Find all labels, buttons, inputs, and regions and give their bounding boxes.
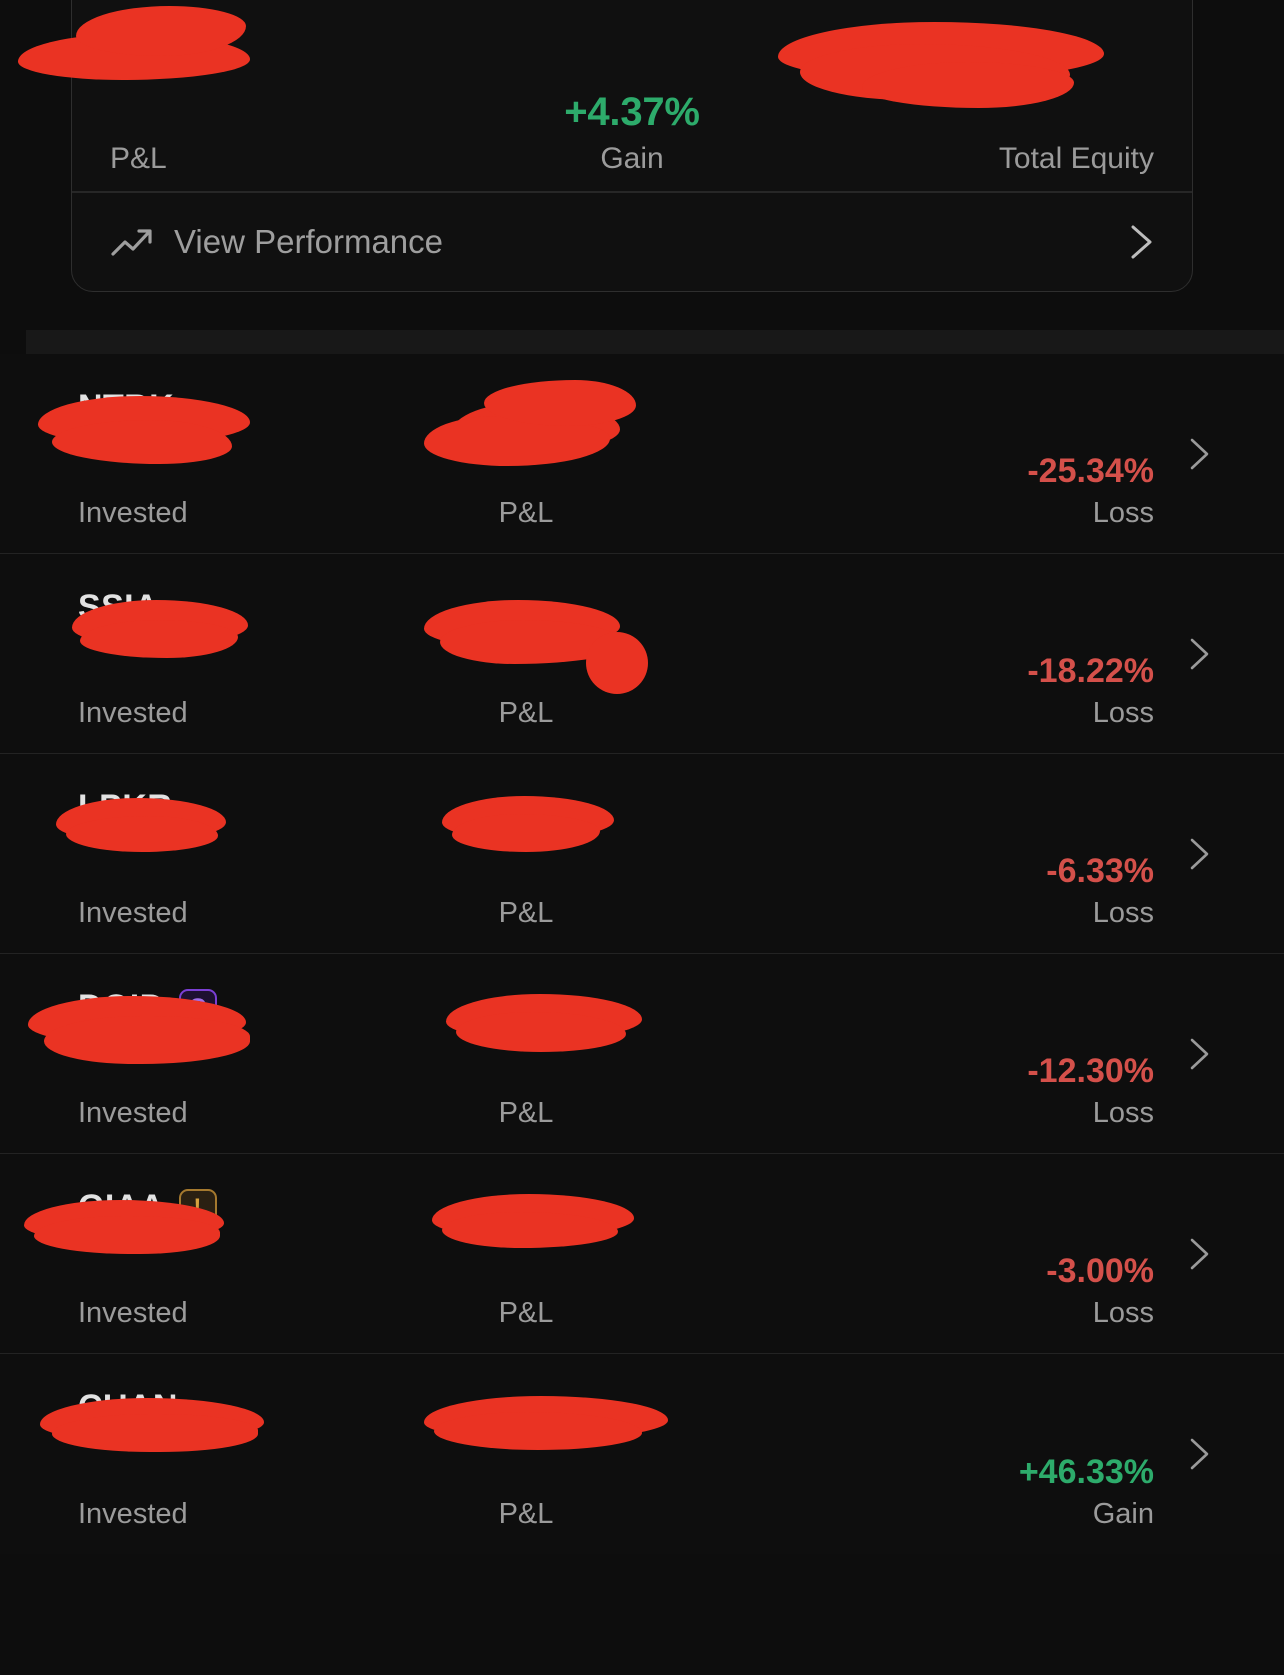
section-separator-band — [26, 330, 1284, 354]
invested-label: Invested — [78, 497, 188, 530]
redaction-mark — [586, 632, 648, 694]
redaction-mark — [452, 402, 620, 452]
holding-invested: Invested — [78, 1292, 188, 1331]
holding-invested: Invested — [78, 1493, 188, 1532]
ticker-symbol: LPKR — [78, 788, 173, 826]
redaction-mark — [484, 380, 636, 426]
invested-label: Invested — [78, 1097, 188, 1130]
holding-pnl: P&L — [436, 492, 616, 531]
view-performance-label: View Performance — [174, 223, 444, 260]
stat-gain: +4.37% Gain — [458, 89, 806, 191]
holding-performance: -6.33% Loss — [1046, 851, 1154, 931]
stat-pnl-label: P&L — [110, 142, 167, 175]
holdings-list: NTBK Invested P&L -25.34% Loss — [0, 354, 1284, 1554]
invested-label: Invested — [78, 1297, 188, 1330]
pnl-label: P&L — [498, 1297, 554, 1330]
table-row[interactable]: NTBK Invested P&L -25.34% Loss — [0, 354, 1284, 554]
view-performance-row[interactable]: View Performance — [72, 192, 1192, 292]
stat-gain-label: Gain — [600, 142, 664, 175]
holding-pnl: P&L — [436, 1292, 616, 1331]
invested-label: Invested — [78, 1498, 188, 1531]
holding-ticker: NTBK — [78, 388, 174, 427]
performance-value: -12.30% — [1027, 1052, 1154, 1091]
chevron-right-icon[interactable] — [1184, 634, 1214, 674]
holding-pnl: P&L — [436, 692, 616, 731]
portfolio-summary-card: P&L +4.37% Gain Total Equity View Perfor… — [71, 0, 1193, 292]
stat-pnl: P&L — [72, 135, 458, 191]
holding-ticker: LPKR — [78, 788, 172, 827]
chevron-right-icon — [1124, 220, 1158, 264]
card-divider — [72, 191, 1192, 193]
chevron-right-icon[interactable] — [1184, 1034, 1214, 1074]
redaction-mark — [446, 994, 642, 1040]
holding-ticker: GIAA ! — [78, 1188, 217, 1227]
chevron-right-icon[interactable] — [1184, 434, 1214, 474]
holding-performance: -3.00% Loss — [1046, 1251, 1154, 1331]
pnl-label: P&L — [498, 697, 554, 730]
holding-pnl: P&L — [436, 892, 616, 931]
performance-value: -18.22% — [1027, 652, 1154, 691]
performance-value: -6.33% — [1046, 852, 1154, 891]
chevron-right-icon[interactable] — [1184, 1434, 1214, 1474]
chevron-right-icon[interactable] — [1184, 834, 1214, 874]
invested-label: Invested — [78, 697, 188, 730]
table-row[interactable]: DOID C Invested P&L -12.30% Loss — [0, 954, 1284, 1154]
ticker-symbol: CUAN — [78, 1388, 178, 1426]
performance-label: Loss — [1092, 1097, 1154, 1130]
table-row[interactable]: LPKR Invested P&L -6.33% Loss — [0, 754, 1284, 954]
holding-performance: -12.30% Loss — [1027, 1051, 1154, 1131]
pnl-label: P&L — [498, 1498, 554, 1531]
performance-label: Loss — [1092, 897, 1154, 930]
redaction-mark — [432, 1194, 634, 1238]
holding-ticker: CUAN — [78, 1388, 178, 1427]
redaction-mark — [424, 416, 610, 466]
holding-pnl: P&L — [436, 1493, 616, 1532]
redaction-mark — [442, 1212, 618, 1248]
pnl-label: P&L — [498, 497, 554, 530]
holding-performance: -25.34% Loss — [1027, 451, 1154, 531]
holding-invested: Invested — [78, 692, 188, 731]
table-row[interactable]: GIAA ! Invested P&L -3.00% Loss — [0, 1154, 1284, 1354]
performance-label: Loss — [1092, 497, 1154, 530]
stat-total-equity: Total Equity — [806, 135, 1192, 191]
summary-stats-row: P&L +4.37% Gain Total Equity — [72, 0, 1192, 191]
chevron-right-icon[interactable] — [1184, 1234, 1214, 1274]
redaction-mark — [452, 814, 600, 852]
performance-value: -25.34% — [1027, 452, 1154, 491]
invested-label: Invested — [78, 897, 188, 930]
holding-ticker: DOID C — [78, 988, 217, 1027]
redaction-mark — [456, 1012, 626, 1052]
holding-performance: +46.33% Gain — [1019, 1452, 1154, 1532]
holding-invested: Invested — [78, 1092, 188, 1131]
performance-value: +46.33% — [1018, 1453, 1154, 1492]
table-row[interactable]: SSIA Invested P&L -18.22% Loss — [0, 554, 1284, 754]
holding-invested: Invested — [78, 892, 188, 931]
holding-pnl: P&L — [436, 1092, 616, 1131]
pnl-label: P&L — [498, 897, 554, 930]
cash-market-badge: C — [178, 988, 217, 1027]
redaction-mark — [424, 1396, 668, 1440]
redaction-mark — [434, 1412, 642, 1450]
holding-ticker: SSIA — [78, 588, 159, 627]
stat-gain-value: +4.37% — [564, 90, 700, 134]
table-row[interactable]: CUAN Invested P&L +46.33% Gain — [0, 1354, 1284, 1554]
performance-label: Loss — [1092, 1297, 1154, 1330]
performance-label: Gain — [1092, 1498, 1154, 1531]
redaction-mark — [442, 796, 614, 840]
trending-up-icon — [110, 225, 156, 259]
redaction-mark — [424, 600, 620, 648]
ticker-symbol: NTBK — [78, 388, 175, 426]
performance-label: Loss — [1092, 697, 1154, 730]
stat-total-equity-label: Total Equity — [998, 142, 1154, 175]
holding-invested: Invested — [78, 492, 188, 531]
warning-badge: ! — [178, 1188, 217, 1227]
ticker-symbol: DOID — [78, 988, 165, 1026]
holding-performance: -18.22% Loss — [1027, 651, 1154, 731]
performance-value: -3.00% — [1046, 1252, 1154, 1291]
redaction-mark — [440, 620, 626, 664]
ticker-symbol: GIAA — [78, 1188, 165, 1226]
pnl-label: P&L — [498, 1097, 554, 1130]
ticker-symbol: SSIA — [78, 588, 159, 626]
